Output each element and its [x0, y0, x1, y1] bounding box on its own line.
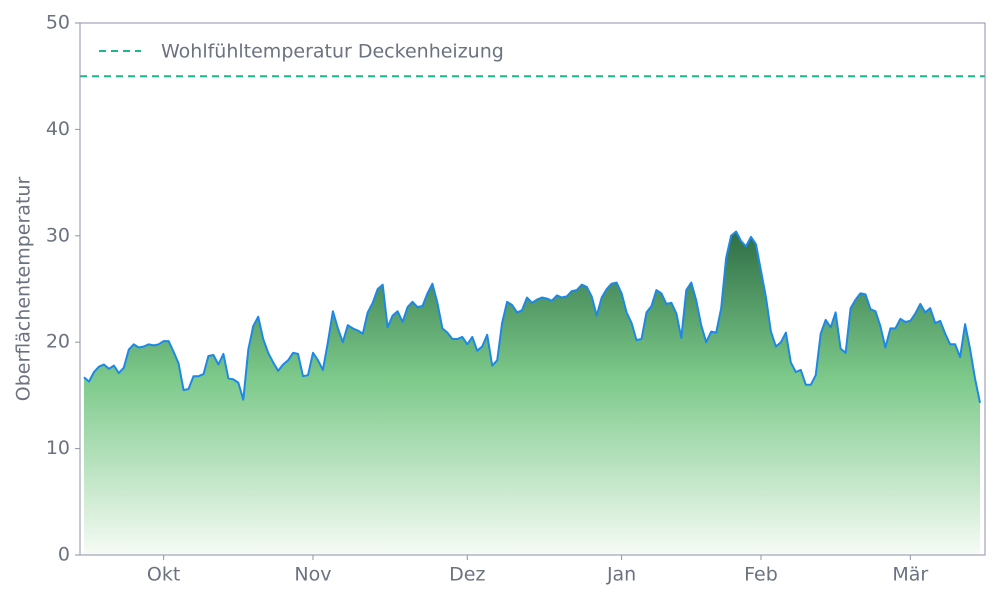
- y-tick-label: 20: [46, 331, 70, 353]
- x-tick-label: Jan: [606, 564, 636, 586]
- y-tick-label: 0: [58, 544, 70, 566]
- x-tick-label: Dez: [449, 564, 485, 586]
- legend-label: Wohlfühltemperatur Deckenheizung: [161, 41, 504, 63]
- area: [84, 231, 980, 555]
- x-tick-label: Mär: [892, 564, 928, 586]
- x-tick-label: Nov: [294, 564, 331, 586]
- x-tick-label: Okt: [147, 564, 180, 586]
- line: [83, 230, 981, 404]
- y-axis-label: Oberflächentemperatur: [13, 177, 35, 402]
- y-tick-label: 40: [46, 118, 70, 140]
- y-tick-label: 50: [46, 12, 70, 34]
- x-tick-label: Feb: [744, 564, 778, 586]
- plot-frame: [79, 22, 986, 556]
- y-tick-label: 30: [46, 224, 70, 246]
- y-tick-label: 10: [46, 437, 70, 459]
